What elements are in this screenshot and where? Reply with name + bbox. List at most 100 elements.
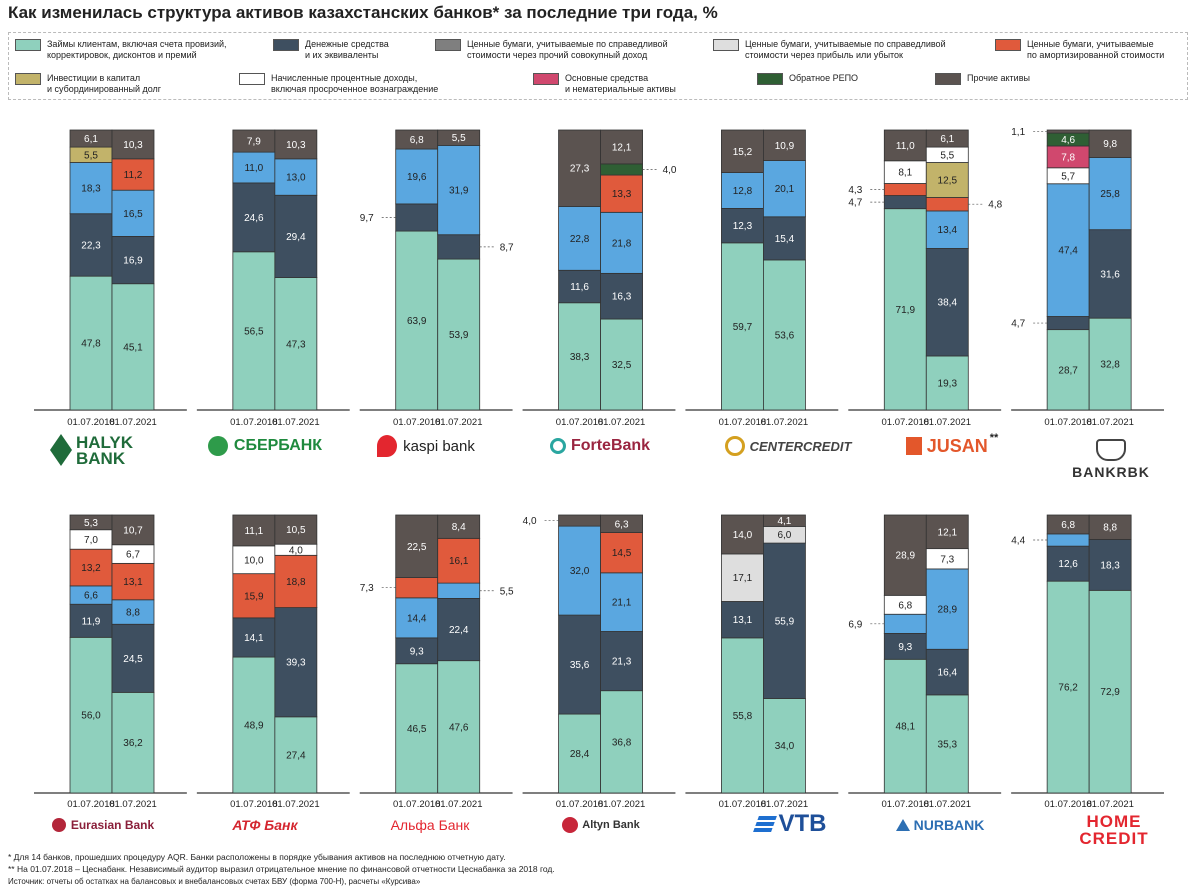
- data-label-10-1-2: 21,1: [612, 598, 632, 609]
- legend-swatch-invest: [15, 73, 41, 85]
- data-label-10-0-0: 28,4: [570, 749, 590, 760]
- data-label-8-0-0: 48,9: [244, 721, 264, 732]
- bar-segment-3-1-1: [600, 272, 643, 320]
- data-label-4-0-0: 59,7: [733, 322, 753, 333]
- date-label-3-0: 01.07.2018: [556, 417, 604, 428]
- nurbank-triangle-icon: [895, 819, 910, 831]
- bar-segment-3-1-4: [600, 163, 643, 176]
- logo-jusan-text: JUSAN: [926, 435, 988, 456]
- data-label-1-1-1: 29,4: [286, 232, 306, 243]
- eurasian-mark-icon: [51, 818, 66, 832]
- data-label-2-1-2: 31,9: [449, 186, 469, 197]
- bar-segment-13-1-0: [1088, 589, 1132, 794]
- date-label-12-1: 01.07.2021: [924, 799, 972, 810]
- logo-halyk: HALYK BANK: [50, 432, 160, 470]
- bar-segment-10-1-3: [600, 532, 643, 574]
- legend-label-fvtpl: Ценные бумаги, учитываемые по справедлив…: [745, 39, 946, 60]
- data-label-12-1-2: 28,9: [938, 605, 958, 616]
- data-label-6-0-2: 47,4: [1058, 246, 1078, 257]
- logo-bankrbk: BANKRBK: [1056, 436, 1166, 482]
- data-label-10-1-0: 36,8: [612, 737, 632, 748]
- data-label-8-0-4: 11,1: [244, 526, 263, 537]
- bar-segment-5-1-6: [925, 129, 969, 148]
- data-label-12-1-3: 7,3: [940, 554, 954, 565]
- bar-segment-5-0-0: [883, 208, 927, 411]
- data-label-3-1-4: 4,0: [663, 165, 677, 176]
- data-label-4-0-2: 12,8: [733, 186, 753, 197]
- date-label-1-1: 01.07.2021: [272, 417, 320, 428]
- data-label-10-1-4: 6,3: [615, 519, 629, 530]
- bar-segment-2-1-0: [437, 258, 481, 411]
- logo-vtb: VTB: [746, 810, 836, 838]
- source-note: Источник: отчеты об остатках на балансов…: [8, 877, 421, 886]
- data-label-1-0-3: 7,9: [247, 137, 261, 148]
- data-label-5-0-1: 4,7: [848, 198, 862, 209]
- data-label-3-1-0: 32,5: [612, 360, 632, 371]
- date-label-4-1: 01.07.2021: [761, 417, 809, 428]
- data-label-2-1-1: 8,7: [500, 242, 514, 253]
- logo-forte-text: ForteBank: [570, 437, 651, 454]
- data-label-12-1-1: 16,4: [938, 668, 958, 679]
- data-label-0-0-4: 6,1: [84, 134, 98, 145]
- data-label-5-1-0: 19,3: [938, 378, 958, 389]
- bar-segment-1-1-2: [274, 158, 318, 196]
- bar-segment-8-1-0: [274, 716, 318, 794]
- logo-nurbank: NURBANK: [888, 814, 992, 836]
- legend-label-interest: Начисленные процентные доходы, включая п…: [271, 73, 439, 94]
- data-label-1-1-2: 13,0: [286, 173, 306, 184]
- bar-segment-8-0-0: [232, 656, 276, 794]
- data-label-6-1-2: 25,8: [1100, 189, 1120, 200]
- bar-segment-5-1-2: [925, 210, 969, 249]
- data-label-3-0-0: 38,3: [570, 352, 590, 363]
- logo-centercredit: CENTERCREDIT: [716, 432, 860, 460]
- data-label-13-0-3: 6,8: [1061, 520, 1075, 531]
- bar-segment-4-0-1: [721, 207, 764, 244]
- logo-homecredit-line2: CREDIT: [1079, 829, 1149, 848]
- data-label-6-0-4: 7,8: [1061, 152, 1075, 163]
- bar-segment-0-1-1: [111, 235, 155, 285]
- bar-segment-7-1-3: [111, 562, 155, 601]
- bar-segment-0-1-3: [111, 158, 155, 191]
- data-label-2-0-2: 19,6: [407, 172, 427, 183]
- logo-nurbank-text: NURBANK: [913, 817, 985, 833]
- data-label-7-1-3: 13,1: [123, 577, 143, 588]
- bar-segment-0-0-2: [69, 162, 113, 215]
- data-label-11-1-0: 34,0: [775, 741, 795, 752]
- logo-kaspi-text: kaspi bank: [403, 437, 475, 455]
- logo-alfa: Альфа Банк: [380, 814, 480, 836]
- logo-eurasian-text: Eurasian Bank: [70, 818, 155, 832]
- data-label-11-0-1: 13,1: [733, 615, 753, 626]
- data-label-6-0-1: 4,7: [1011, 319, 1025, 330]
- data-label-7-0-0: 56,0: [81, 711, 101, 722]
- data-label-12-0-2: 6,9: [848, 619, 862, 630]
- bar-segment-12-1-4: [925, 514, 969, 550]
- data-label-7-1-1: 24,5: [123, 654, 143, 665]
- legend-swatch-amort: [995, 39, 1021, 51]
- legend-label-fvoci: Ценные бумаги, учитываемые по справедлив…: [467, 39, 668, 60]
- bar-segment-11-0-1: [721, 601, 764, 639]
- bar-segment-3-1-2: [600, 211, 643, 274]
- data-label-7-0-1: 11,9: [82, 616, 101, 627]
- logo-forte: ForteBank: [540, 432, 660, 460]
- data-label-0-1-2: 16,5: [123, 209, 143, 220]
- data-label-6-0-0: 28,7: [1058, 365, 1078, 376]
- date-label-10-1: 01.07.2021: [598, 799, 646, 810]
- data-label-9-1-2: 5,5: [500, 586, 514, 597]
- data-label-4-1-3: 10,9: [775, 141, 795, 152]
- centercredit-mark-icon: [724, 436, 745, 456]
- bar-segment-5-1-3: [925, 197, 969, 212]
- logo-sber: СБЕРБАНК: [200, 432, 330, 460]
- bar-segment-1-0-0: [232, 251, 276, 411]
- bar-segment-5-1-0: [925, 355, 969, 411]
- date-label-10-0: 01.07.2018: [556, 799, 604, 810]
- data-label-2-1-0: 53,9: [449, 330, 469, 341]
- data-label-9-0-0: 46,5: [407, 724, 427, 735]
- data-label-6-0-3: 5,7: [1061, 171, 1075, 182]
- bar-segment-3-1-0: [600, 318, 643, 411]
- bar-segment-6-0-1: [1046, 316, 1090, 331]
- date-label-5-1: 01.07.2021: [924, 417, 972, 428]
- bar-segment-9-0-3: [395, 577, 439, 599]
- bar-segment-12-1-1: [925, 648, 969, 696]
- data-label-7-1-0: 36,2: [123, 738, 143, 749]
- legend-label-repo: Обратное РЕПО: [789, 73, 859, 83]
